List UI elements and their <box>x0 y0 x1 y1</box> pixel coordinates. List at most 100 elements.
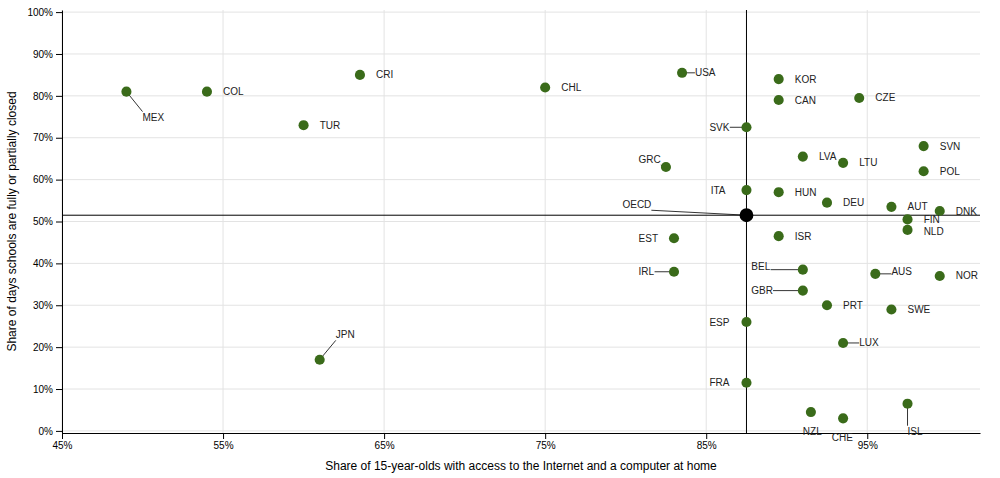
y-tick: 100% <box>27 7 62 18</box>
x-tick-label: 75% <box>536 440 556 451</box>
point <box>774 187 784 197</box>
point <box>669 233 679 243</box>
point-label: OECD <box>622 199 651 210</box>
y-tick: 40% <box>33 258 62 269</box>
point-label: POL <box>940 166 960 177</box>
y-tick: 60% <box>33 174 62 185</box>
point-label: DEU <box>843 197 864 208</box>
point <box>741 317 751 327</box>
point <box>540 82 550 92</box>
plot-area <box>62 10 980 433</box>
y-tick-label: 10% <box>33 384 53 395</box>
point-label: ISL <box>908 426 923 437</box>
x-axis-title: Share of 15-year-olds with access to the… <box>325 459 717 473</box>
point-label: JPN <box>336 329 355 340</box>
point-label: NLD <box>924 226 944 237</box>
x-tick: 55% <box>214 433 234 451</box>
y-tick-mark <box>56 96 62 97</box>
y-tick: 10% <box>33 384 62 395</box>
point <box>774 231 784 241</box>
y-tick-mark <box>56 389 62 390</box>
grid-line-y <box>62 53 980 54</box>
y-tick-mark <box>56 263 62 264</box>
grid-line-y <box>62 95 980 96</box>
y-tick-mark <box>56 431 62 432</box>
x-tick-label: 55% <box>214 440 234 451</box>
y-tick-mark <box>56 347 62 348</box>
point-label: SVN <box>940 141 961 152</box>
point-label: CRI <box>376 69 393 80</box>
point <box>299 120 309 130</box>
y-tick-mark <box>56 138 62 139</box>
y-axis: 0% 10% 20% 30% 40% 50% 60% 70% 80% 90% 100% <box>27 7 62 437</box>
y-tick-label: 90% <box>33 49 53 60</box>
x-tick-mark <box>62 433 63 439</box>
grid-line-y <box>62 137 980 138</box>
y-tick-label: 20% <box>33 342 53 353</box>
point <box>741 185 751 195</box>
point-label: FIN <box>924 214 940 225</box>
y-axis-line <box>62 11 63 434</box>
point <box>838 338 848 348</box>
point-label: LUX <box>859 337 879 348</box>
y-tick-mark <box>56 180 62 181</box>
point <box>838 158 848 168</box>
annotations: MEXCOLCRITURCHLJPNUSAGRCESTIRLKORCANSVKC… <box>143 67 979 443</box>
point <box>822 198 832 208</box>
x-tick-mark <box>706 433 707 439</box>
y-tick: 90% <box>33 49 62 60</box>
y-tick-label: 0% <box>39 426 54 437</box>
point <box>870 269 880 279</box>
x-tick: 45% <box>52 433 72 451</box>
point <box>202 87 212 97</box>
y-tick: 30% <box>33 300 62 311</box>
x-tick: 75% <box>536 433 556 451</box>
point <box>661 162 671 172</box>
point-label: FRA <box>709 377 729 388</box>
x-tick: 65% <box>375 433 395 451</box>
y-tick: 0% <box>39 426 62 437</box>
point <box>798 286 808 296</box>
y-tick-mark <box>56 12 62 13</box>
point <box>935 271 945 281</box>
point-label: CZE <box>875 92 895 103</box>
point-label: SVK <box>709 122 729 133</box>
x-tick-label: 85% <box>697 440 717 451</box>
point <box>902 399 912 409</box>
chart: 45% 55% 65% 75% 85% 95% 0% 10% 20% 30% 40% 50% 60% 70… <box>0 0 1000 478</box>
point <box>774 74 784 84</box>
annotation-arrow <box>651 210 746 215</box>
grid-line-y <box>62 389 980 390</box>
point-label: MEX <box>143 112 165 123</box>
point-label: DNK <box>956 206 977 217</box>
y-tick-mark <box>56 222 62 223</box>
point <box>669 267 679 277</box>
y-tick: 20% <box>33 342 62 353</box>
point <box>741 378 751 388</box>
point-label: NZL <box>803 426 822 437</box>
point-label: HUN <box>795 187 817 198</box>
highlight-point <box>740 208 754 222</box>
point <box>355 70 365 80</box>
point-label: TUR <box>320 120 341 131</box>
point-label: COL <box>223 86 244 97</box>
point-label: GBR <box>751 285 773 296</box>
y-tick: 50% <box>33 216 62 227</box>
point <box>838 413 848 423</box>
y-tick: 70% <box>33 132 62 143</box>
point <box>902 225 912 235</box>
grid-line-y <box>62 221 980 222</box>
point <box>919 141 929 151</box>
y-tick-label: 80% <box>33 91 53 102</box>
point-label: PRT <box>843 300 863 311</box>
point-label: NOR <box>956 270 978 281</box>
point-label: IRL <box>639 266 655 277</box>
point-label: AUT <box>908 201 928 212</box>
y-tick-label: 40% <box>33 258 53 269</box>
y-axis-title: Share of days schools are fully or parti… <box>5 91 19 351</box>
x-tick: 85% <box>697 433 717 451</box>
point <box>919 166 929 176</box>
x-tick-label: 95% <box>858 440 878 451</box>
y-tick-label: 70% <box>33 132 53 143</box>
point-label: CAN <box>795 95 816 106</box>
